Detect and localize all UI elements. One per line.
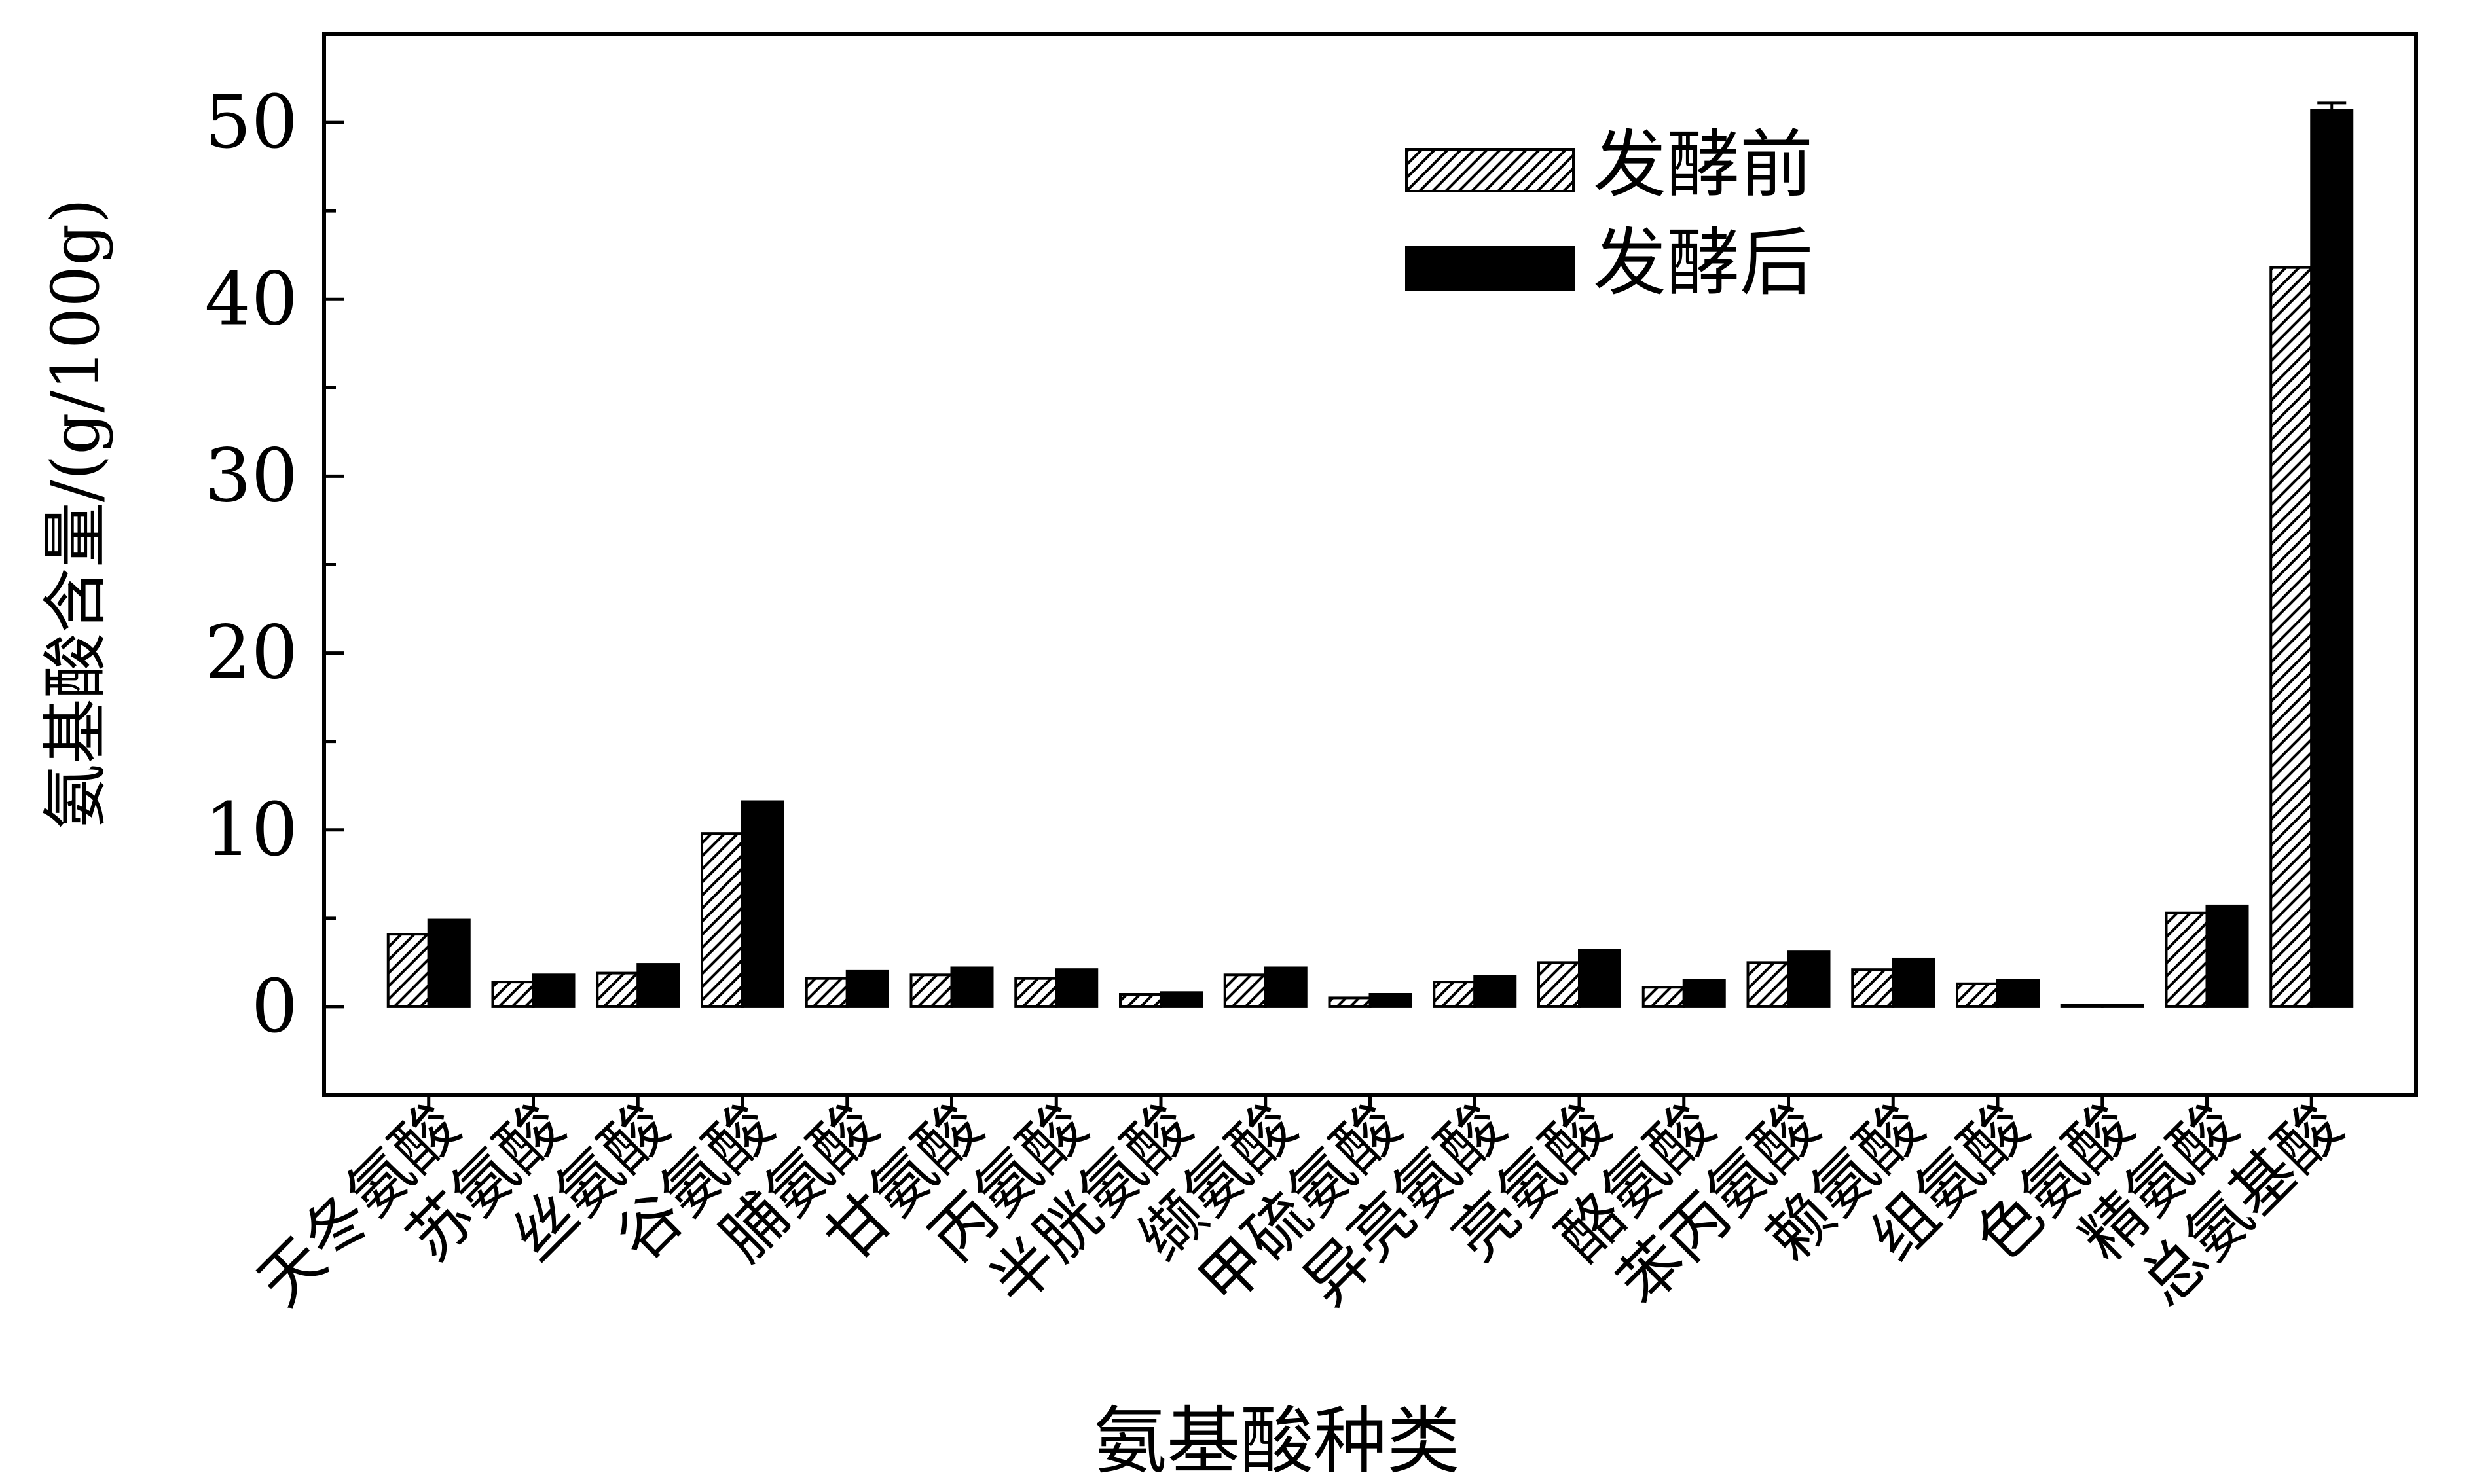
bar-after	[2205, 904, 2249, 1008]
bar-before	[1851, 968, 1895, 1008]
bar-before	[2165, 911, 2209, 1008]
bar-before	[2060, 1004, 2104, 1008]
y-axis-title: 氨基酸含量/(g/100g)	[37, 198, 114, 829]
bar-before	[2269, 266, 2313, 1008]
bar-before	[491, 981, 535, 1008]
y-tick-label: 10	[204, 787, 298, 873]
bar-before	[1746, 961, 1790, 1008]
bar-before	[701, 832, 744, 1008]
bar-before	[1223, 973, 1267, 1008]
bar-after	[532, 973, 576, 1008]
bar-before	[386, 933, 430, 1008]
bar-after	[950, 966, 994, 1008]
bar-before	[1328, 996, 1372, 1008]
y-tick-label: 50	[204, 80, 298, 165]
bar-after	[1264, 966, 1308, 1008]
y-tick-label: 40	[204, 257, 298, 342]
bar-before	[1119, 993, 1162, 1008]
legend-label: 发酵后	[1593, 221, 1813, 306]
bar-after	[1055, 968, 1099, 1008]
bar-after	[1787, 950, 1831, 1008]
bar-after	[741, 800, 784, 1008]
axes	[322, 32, 2418, 1110]
bar-before	[1956, 982, 1999, 1008]
plot-frame	[322, 32, 2418, 1097]
legend-label: 发酵前	[1593, 122, 1813, 208]
bar-before	[805, 977, 849, 1008]
y-tick-label: 20	[204, 611, 298, 696]
bar-after	[636, 963, 680, 1008]
bar-after	[1578, 949, 1621, 1008]
y-tick-label: 0	[251, 964, 298, 1049]
bars	[386, 101, 2354, 1008]
bar-before	[1641, 986, 1685, 1008]
bar-before	[1014, 977, 1058, 1008]
bar-before	[909, 973, 953, 1008]
legend-swatch-before	[1405, 148, 1575, 192]
bar-before	[596, 971, 640, 1008]
bar-after	[2100, 1004, 2144, 1008]
bar-after	[1473, 975, 1517, 1008]
bar-after	[1996, 979, 2040, 1008]
legend-swatch-after	[1405, 246, 1575, 291]
bar-before	[1537, 961, 1581, 1008]
bar-after	[2310, 109, 2354, 1008]
bar-after	[1892, 957, 1935, 1008]
bar-after	[427, 918, 471, 1008]
bar-after	[845, 969, 889, 1008]
x-axis-title: 氨基酸种类	[1093, 1399, 1460, 1484]
y-tick-label: 30	[204, 433, 298, 518]
tick-labels: 01020304050天冬氨酸苏氨酸丝氨酸谷氨酸脯氨酸甘氨酸丙氨酸半胱氨酸缬氨酸…	[204, 80, 2356, 1320]
bar-after	[1160, 991, 1203, 1008]
bar-before	[1433, 981, 1476, 1008]
bar-after	[1682, 979, 1726, 1008]
bar-after	[1368, 993, 1412, 1008]
